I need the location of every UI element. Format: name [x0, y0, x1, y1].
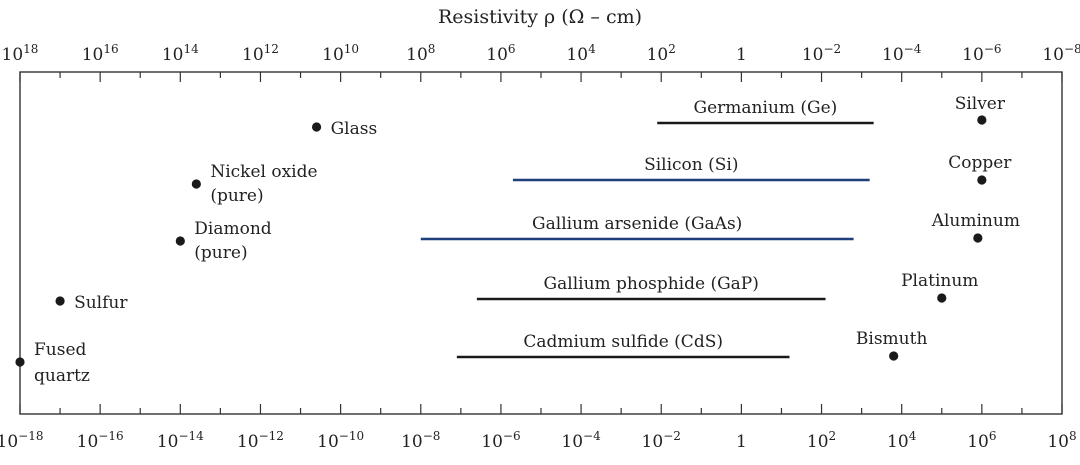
- point-label: Nickel oxide: [210, 162, 317, 182]
- point-label: (pure): [194, 243, 247, 263]
- range-label: Gallium phosphide (GaP): [544, 274, 759, 294]
- point-label: Aluminum: [931, 211, 1020, 231]
- data-point: [889, 351, 899, 361]
- bottom-tick-label: 10−12: [237, 429, 284, 452]
- range-label: Gallium arsenide (GaAs): [532, 214, 742, 234]
- point-label: Platinum: [901, 271, 978, 291]
- top-tick-label: 10−4: [882, 42, 922, 65]
- point-label: Fused: [34, 340, 87, 360]
- top-tick-label: 10−6: [962, 42, 1001, 65]
- top-tick-label: 1016: [82, 42, 119, 65]
- top-tick-label: 1012: [242, 42, 279, 65]
- top-tick-label: 10−2: [802, 42, 841, 65]
- data-point: [55, 296, 65, 306]
- top-tick-label: 104: [566, 42, 596, 65]
- bottom-tick-label: 10−16: [77, 429, 124, 452]
- data-point: [973, 233, 983, 243]
- bottom-tick-label: 10−14: [157, 429, 204, 452]
- top-tick-label: 1018: [2, 42, 39, 65]
- bottom-tick-label: 10−4: [561, 429, 601, 452]
- data-point: [191, 179, 201, 189]
- top-tick-label: 10−8: [1042, 42, 1080, 65]
- bottom-tick-label: 102: [807, 429, 836, 452]
- point-label: Glass: [331, 119, 378, 139]
- point-label: Silver: [955, 94, 1006, 114]
- data-point: [977, 115, 987, 125]
- top-tick-label: 1010: [322, 42, 359, 65]
- point-label: Copper: [948, 153, 1012, 173]
- point-label: Bismuth: [856, 329, 928, 349]
- bottom-tick-label: 10−10: [317, 429, 364, 452]
- bottom-tick-label: 10−18: [0, 429, 43, 452]
- bottom-tick-label: 1: [736, 432, 747, 452]
- point-label: (pure): [210, 186, 263, 206]
- bottom-tick-label: 10−6: [481, 429, 520, 452]
- top-tick-label: 106: [486, 42, 515, 65]
- bottom-tick-label: 10−8: [401, 429, 440, 452]
- range-label: Cadmium sulfide (CdS): [523, 332, 723, 352]
- point-label: quartz: [34, 366, 90, 386]
- range-label: Germanium (Ge): [694, 98, 838, 118]
- bottom-tick-label: 10−2: [642, 429, 681, 452]
- top-tick-label: 102: [647, 42, 676, 65]
- top-tick-label: 108: [406, 42, 435, 65]
- data-point: [937, 293, 947, 303]
- top-tick-label: 1: [736, 45, 747, 65]
- range-label: Silicon (Si): [644, 155, 738, 175]
- point-label: Diamond: [194, 219, 272, 239]
- bottom-tick-label: 104: [887, 429, 917, 452]
- data-point: [977, 175, 987, 185]
- data-point: [311, 122, 322, 132]
- bottom-tick-label: 106: [967, 429, 996, 452]
- chart-title: Resistivity ρ (Ω – cm): [437, 6, 643, 28]
- top-tick-label: 1014: [162, 42, 199, 65]
- data-point: [175, 236, 185, 246]
- data-point: [15, 357, 25, 367]
- bottom-tick-label: 108: [1047, 429, 1076, 452]
- point-label: Sulfur: [74, 293, 128, 313]
